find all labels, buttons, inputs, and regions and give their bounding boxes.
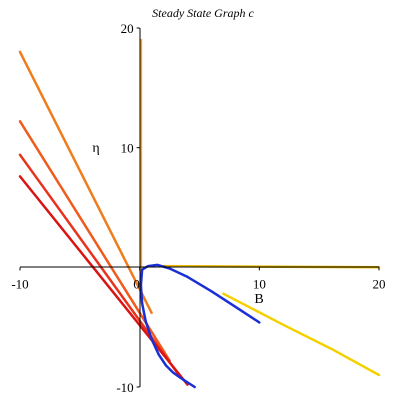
y-tick-label: 20 bbox=[121, 21, 134, 36]
series-layer bbox=[18, 38, 381, 389]
x-tick-label: 0 bbox=[133, 276, 140, 291]
chart-title: Steady State Graph c bbox=[152, 6, 254, 20]
series-line-1 bbox=[18, 50, 153, 315]
x-tick-label: 10 bbox=[253, 276, 266, 291]
axes bbox=[20, 28, 379, 387]
x-axis-label: B bbox=[254, 292, 263, 307]
x-tick-label: 20 bbox=[373, 276, 386, 291]
series-line-4 bbox=[18, 175, 189, 386]
series-line-7 bbox=[222, 292, 381, 377]
y-tick-label: -10 bbox=[116, 380, 133, 395]
series-line-8 bbox=[139, 263, 261, 389]
x-tick-label: -10 bbox=[11, 276, 28, 291]
y-axis-label: η bbox=[92, 141, 99, 156]
y-tick-label: 10 bbox=[121, 141, 134, 156]
ticks: -10 0 10 20 -10 10 20 bbox=[11, 21, 385, 395]
